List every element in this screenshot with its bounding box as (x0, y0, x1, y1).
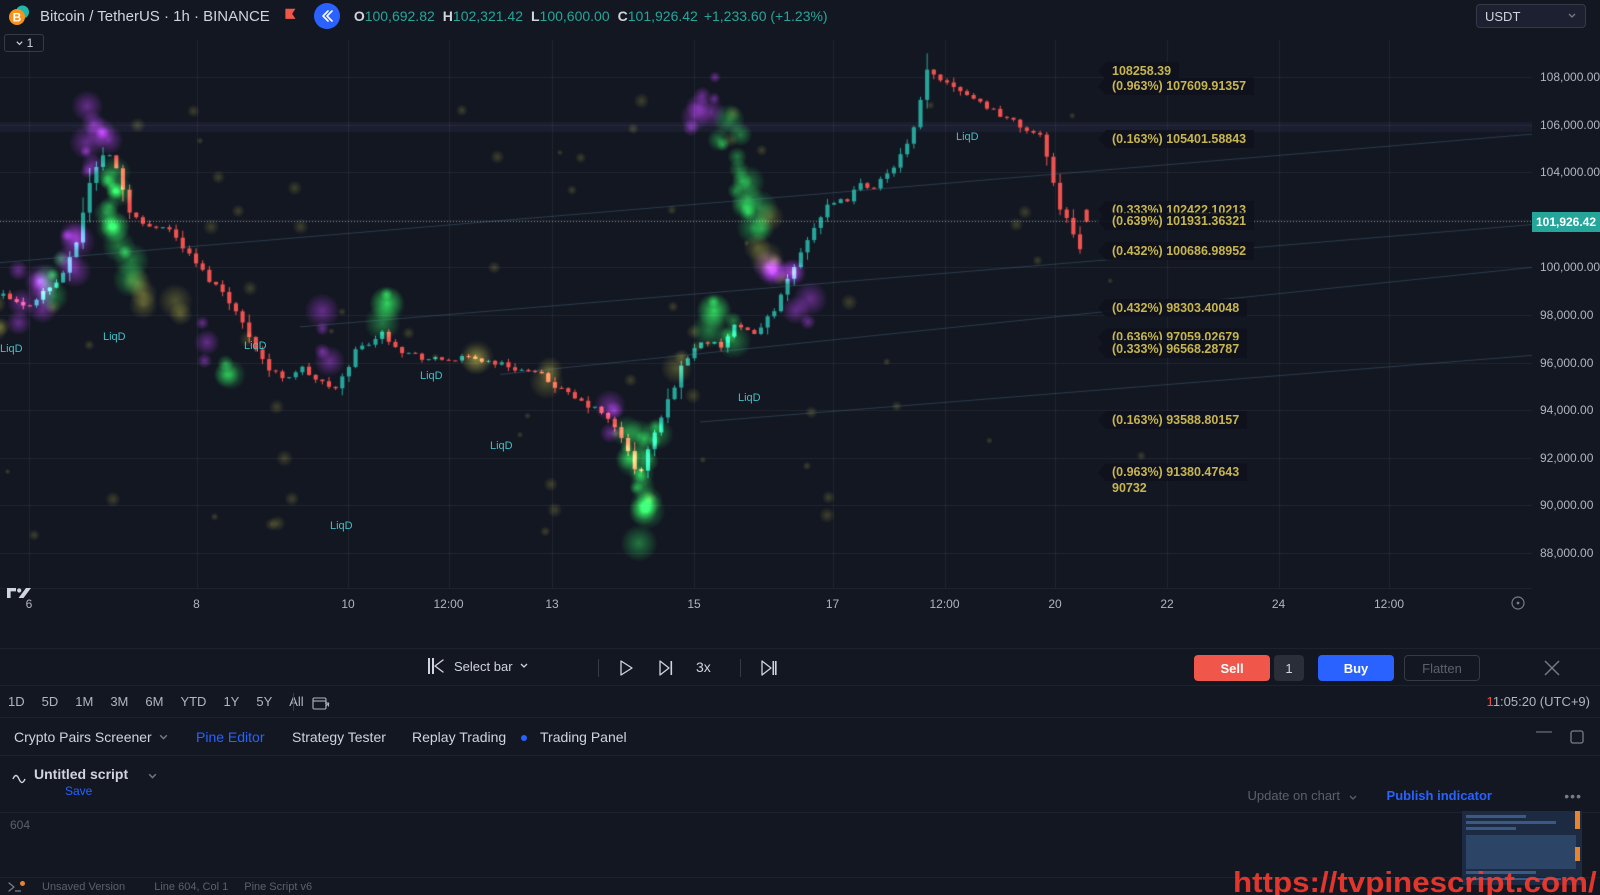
svg-text:B: B (13, 11, 22, 25)
